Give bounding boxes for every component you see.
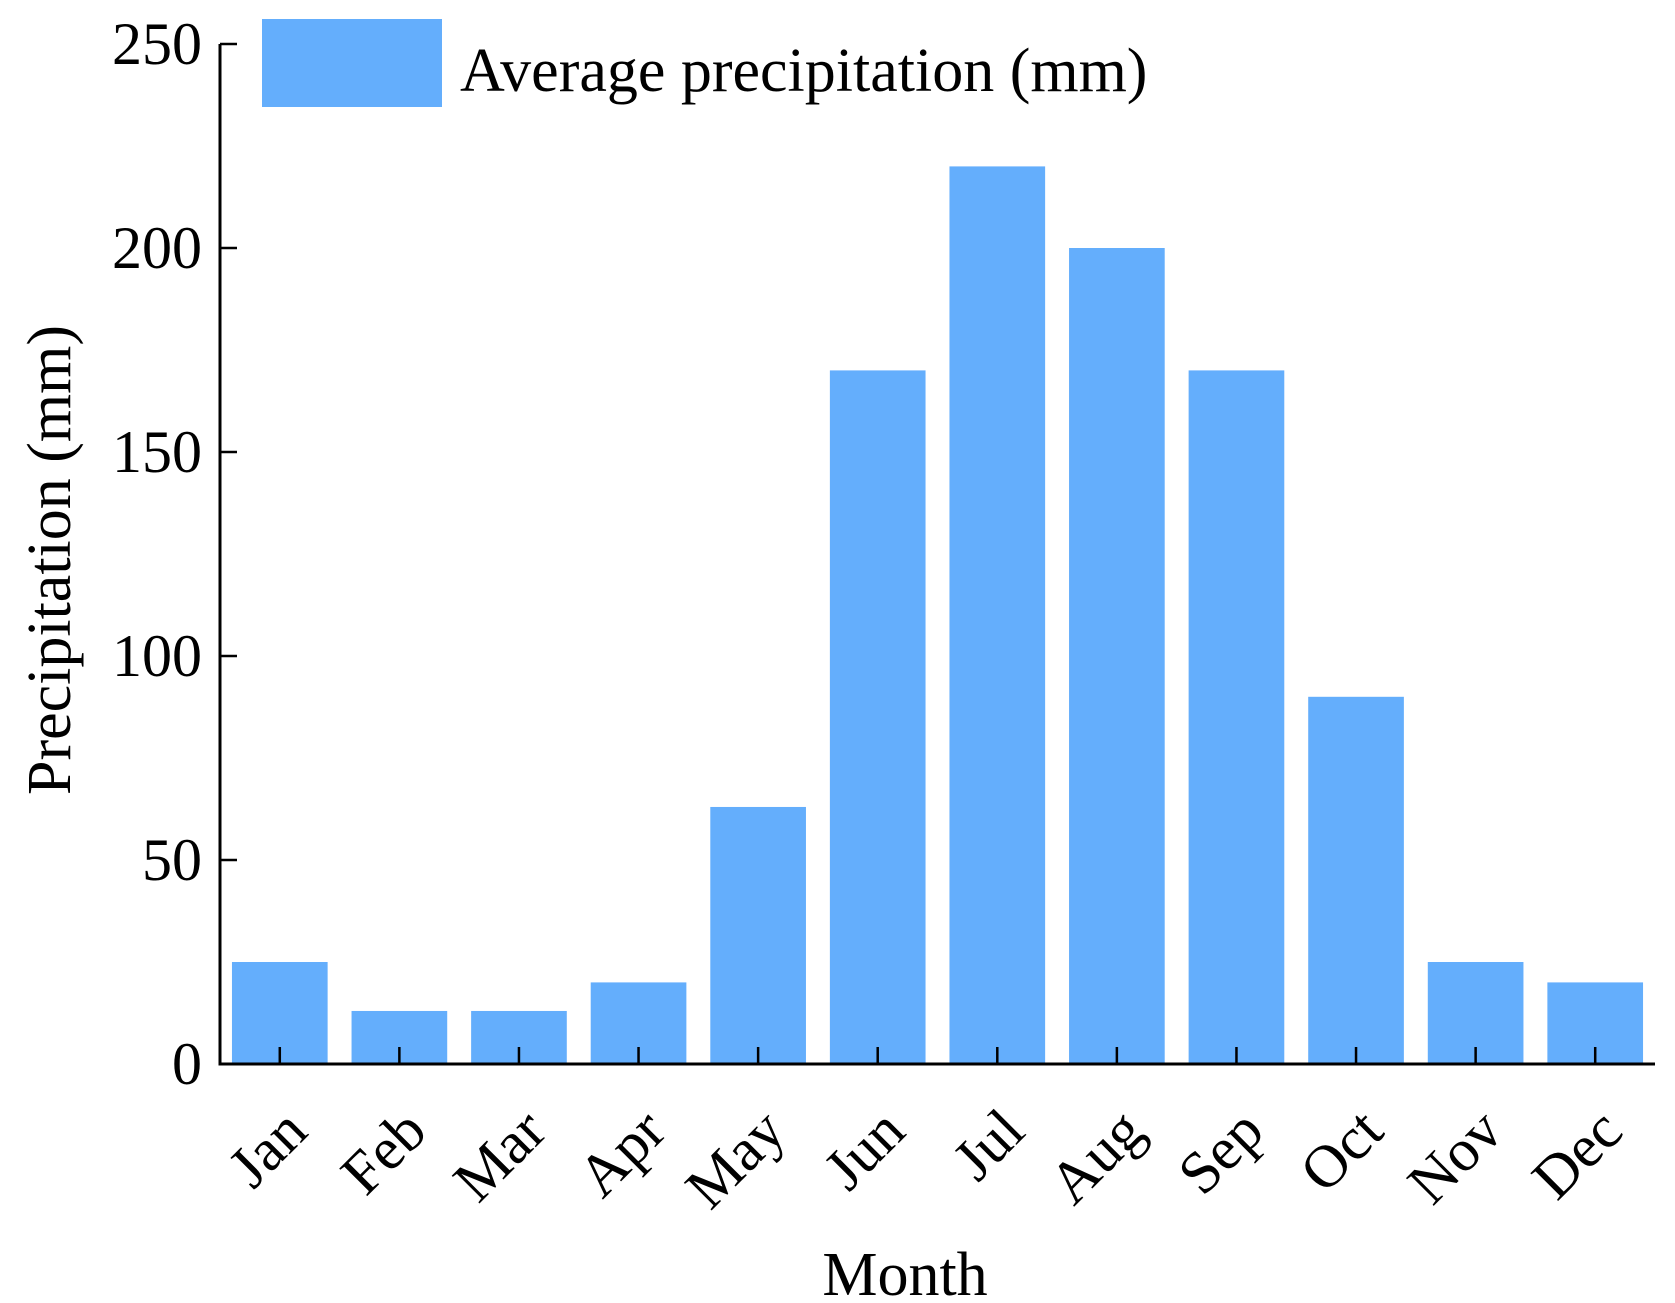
bar-sep: [1188, 370, 1285, 1064]
x-tick-marks: [278, 1047, 1597, 1064]
x-tick-label-jun: Jun: [811, 1097, 917, 1203]
x-tick-label-may: May: [673, 1097, 797, 1221]
bar-may: [710, 806, 806, 1064]
x-tick-label-dec: Dec: [1519, 1097, 1634, 1212]
y-tick-label-250: 250: [112, 11, 202, 77]
legend-swatch: [262, 19, 442, 107]
x-tick-label-mar: Mar: [441, 1097, 558, 1214]
legend-label: Average precipitation (mm): [460, 37, 1147, 105]
x-axis-title: Month: [822, 1241, 987, 1303]
x-tick-label-sep: Sep: [1165, 1097, 1275, 1207]
x-tick-label-aug: Aug: [1036, 1097, 1156, 1217]
y-tick-label-0: 0: [172, 1031, 202, 1097]
bar-jul: [949, 166, 1046, 1064]
y-axis-title: Precipitation (mm): [16, 325, 84, 795]
x-tick-label-feb: Feb: [328, 1097, 438, 1207]
x-tick-label-jan: Jan: [216, 1097, 319, 1200]
bar-oct: [1308, 696, 1404, 1064]
bars-group: [231, 166, 1644, 1064]
y-axis: 0 50 100 150 200 250: [112, 11, 237, 1097]
x-tick-label-jul: Jul: [940, 1097, 1036, 1193]
legend: Average precipitation (mm): [262, 19, 1147, 107]
y-tick-label-150: 150: [112, 419, 202, 485]
x-tick-label-nov: Nov: [1395, 1097, 1515, 1217]
bar-jun: [829, 370, 926, 1064]
bar-aug: [1069, 248, 1165, 1064]
y-tick-label-200: 200: [112, 215, 202, 281]
x-tick-label-apr: Apr: [565, 1097, 678, 1210]
y-tick-label-100: 100: [112, 623, 202, 689]
y-tick-label-50: 50: [142, 827, 202, 893]
x-tick-label-oct: Oct: [1287, 1096, 1395, 1204]
